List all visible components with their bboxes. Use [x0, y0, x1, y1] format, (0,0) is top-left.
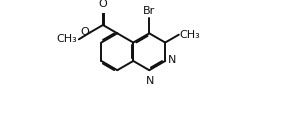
Text: Br: Br	[143, 6, 155, 16]
Text: O: O	[80, 27, 89, 37]
Text: CH₃: CH₃	[180, 30, 201, 40]
Text: N: N	[168, 55, 176, 65]
Text: N: N	[146, 76, 154, 86]
Text: O: O	[99, 0, 107, 10]
Text: CH₃: CH₃	[57, 34, 78, 44]
